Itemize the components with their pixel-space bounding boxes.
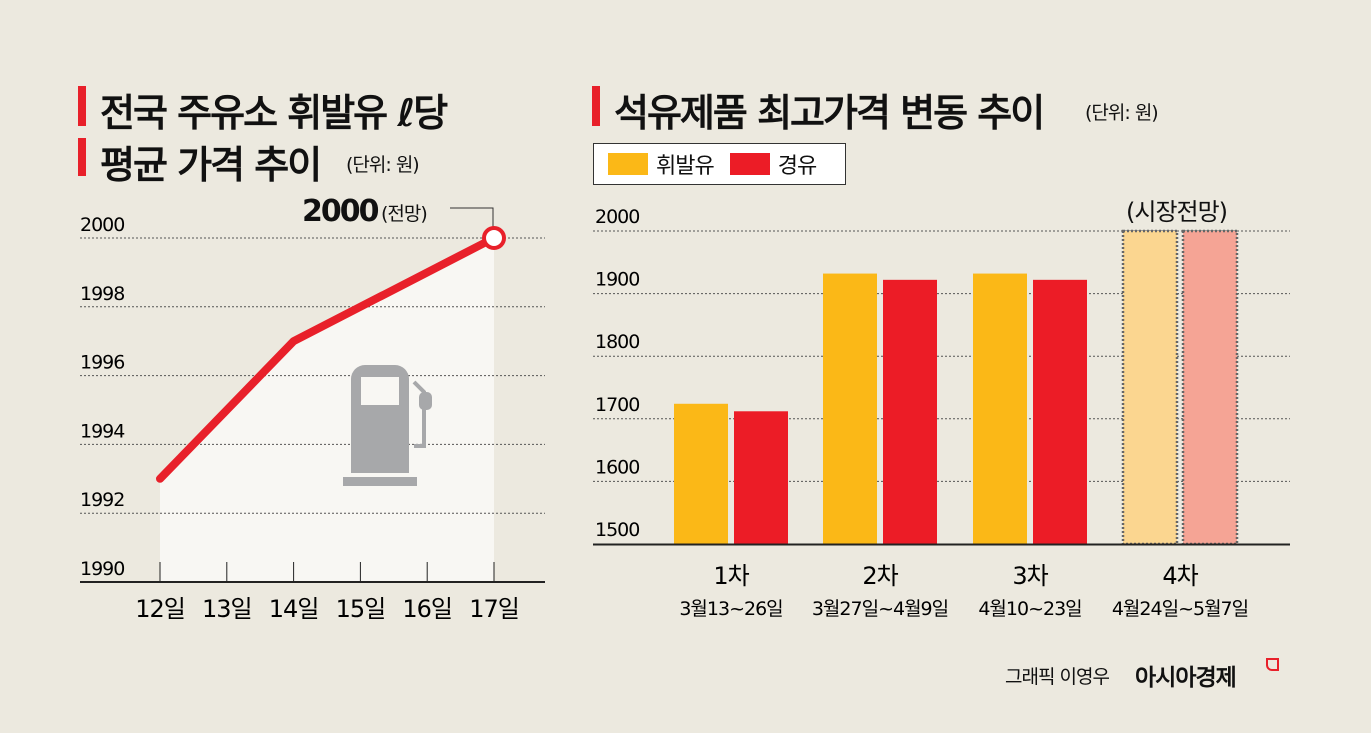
fuel-pump-hose: [412, 380, 426, 448]
annotation-leader-line: [450, 207, 494, 228]
y-tick-label: 1600: [595, 456, 639, 478]
brand-logo: 아시아경제: [1135, 665, 1237, 691]
bar-diesel-4차: [1181, 229, 1239, 546]
category-period-label: 4월24일~5월7일: [1112, 598, 1248, 620]
y-tick-label: 2000: [595, 206, 639, 228]
left-chart-unit: (단위: 원): [346, 154, 420, 176]
market-forecast-label: (시장전망): [1126, 198, 1228, 226]
x-tick-label: 16일: [402, 595, 452, 623]
category-label: 1차: [713, 562, 749, 590]
y-tick-label: 2000: [80, 214, 124, 236]
y-tick-label: 1994: [80, 420, 125, 442]
y-tick-label: 1990: [80, 558, 124, 580]
y-tick-label: 1500: [595, 519, 639, 541]
legend-swatch-diesel: [729, 153, 770, 175]
price-line: [156, 234, 498, 483]
category-period-label: 4월10~23일: [978, 598, 1081, 620]
fuel-pump-window: [361, 377, 399, 405]
y-tick-label: 1998: [80, 283, 124, 305]
line-area-fill: [160, 238, 494, 582]
category-label: 4차: [1162, 562, 1198, 590]
graphic-credit: 그래픽 이영우: [1005, 666, 1110, 688]
fuel-pump-base: [343, 477, 417, 486]
chart-legend: 휘발유 경유: [593, 143, 846, 185]
x-tick-label: 15일: [336, 595, 386, 623]
fuel-pump-nozzle: [419, 392, 432, 410]
category-period-label: 3월27일~4월9일: [812, 598, 948, 620]
brand-logo-mark: [1266, 658, 1279, 671]
x-tick-label: 12일: [135, 595, 185, 623]
forecast-point-marker: [482, 226, 506, 250]
title-accent-bar: [78, 138, 86, 176]
title-accent-bar: [78, 86, 86, 126]
bar-gasoline-1차: [674, 403, 728, 544]
bar-diesel-1차: [734, 411, 788, 544]
category-label: 2차: [862, 562, 898, 590]
y-tick-label: 1700: [595, 394, 639, 416]
x-tick-label: 14일: [269, 595, 319, 623]
bar-gasoline-4차: [1121, 229, 1179, 546]
legend-swatch-gasoline: [608, 153, 648, 175]
x-tick-label: 17일: [469, 595, 519, 623]
right-chart-title: 석유제품 최고가격 변동 추이: [614, 91, 1045, 135]
forecast-annotation-value: 2000: [302, 194, 379, 229]
left-chart-title-line2: 평균 가격 추이: [100, 143, 322, 187]
x-tick-label: 13일: [202, 595, 252, 623]
y-tick-label: 1996: [80, 352, 124, 374]
bar-diesel-2차: [883, 279, 937, 544]
right-chart-unit: (단위: 원): [1085, 102, 1159, 124]
y-tick-label: 1992: [80, 489, 124, 511]
bar-gasoline-2차: [823, 273, 877, 544]
legend-label-diesel: 경유: [777, 154, 817, 179]
legend-label-gasoline: 휘발유: [656, 154, 715, 179]
category-label: 3차: [1012, 562, 1048, 590]
y-tick-label: 1800: [595, 331, 639, 353]
y-tick-label: 1900: [595, 269, 639, 291]
forecast-annotation-note: (전망): [381, 203, 428, 225]
category-period-label: 3월13~26일: [679, 598, 782, 620]
left-chart-title-line1: 전국 주유소 휘발유 ℓ당: [100, 91, 448, 135]
bar-gasoline-3차: [973, 273, 1027, 544]
title-accent-bar: [592, 86, 600, 126]
bar-diesel-3차: [1033, 279, 1087, 544]
